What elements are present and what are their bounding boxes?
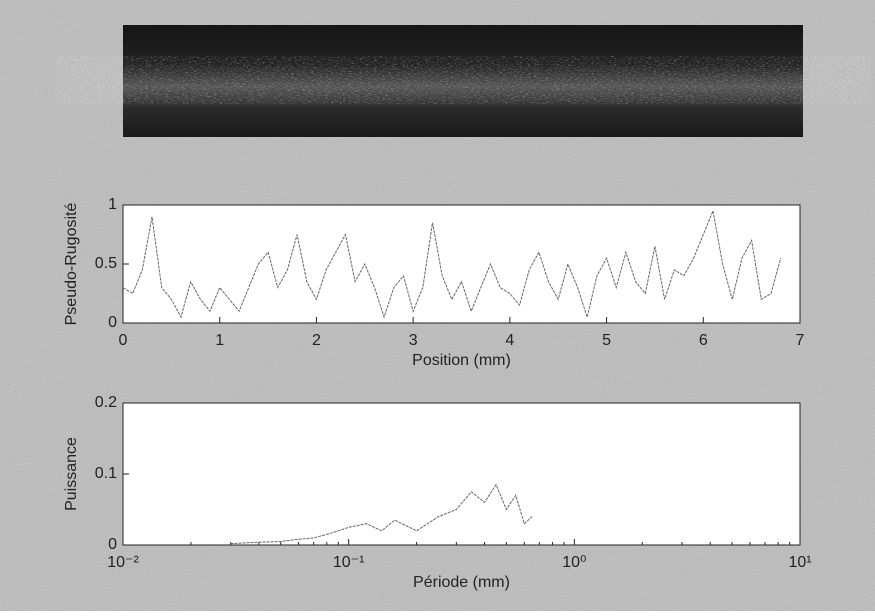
x-tick-label: 1 (215, 332, 224, 349)
x-axis-label: Position (mm) (412, 352, 511, 369)
x-tick-label: 0 (119, 332, 128, 349)
plot-area (122, 402, 801, 546)
x-tick-label: 3 (409, 332, 418, 349)
scan-texture (123, 60, 803, 100)
x-tick-label: 10⁰ (562, 554, 586, 571)
data-line (230, 483, 533, 545)
x-tick-label: 6 (699, 332, 708, 349)
y-axis-label: Puissance (63, 437, 80, 511)
y-tick-label: 0 (108, 536, 117, 553)
plot-area (122, 204, 801, 324)
x-tick-label: 2 (312, 332, 321, 349)
x-tick-label: 10⁻¹ (333, 554, 365, 571)
y-tick-label: 1 (108, 196, 117, 213)
y-tick-label: 0.2 (95, 394, 117, 411)
x-axis-label: Période (mm) (413, 574, 510, 591)
x-tick-label: 7 (796, 332, 805, 349)
x-tick-label: 10⁻² (107, 554, 139, 571)
x-tick-label: 10¹ (788, 554, 811, 571)
y-tick-label: 0.5 (95, 255, 117, 272)
y-axis-label: Pseudo-Rugosité (63, 203, 80, 326)
y-tick-label: 0 (108, 314, 117, 331)
y-tick-label: 0.1 (95, 465, 117, 482)
x-tick-label: 4 (505, 332, 514, 349)
x-tick-label: 5 (602, 332, 611, 349)
